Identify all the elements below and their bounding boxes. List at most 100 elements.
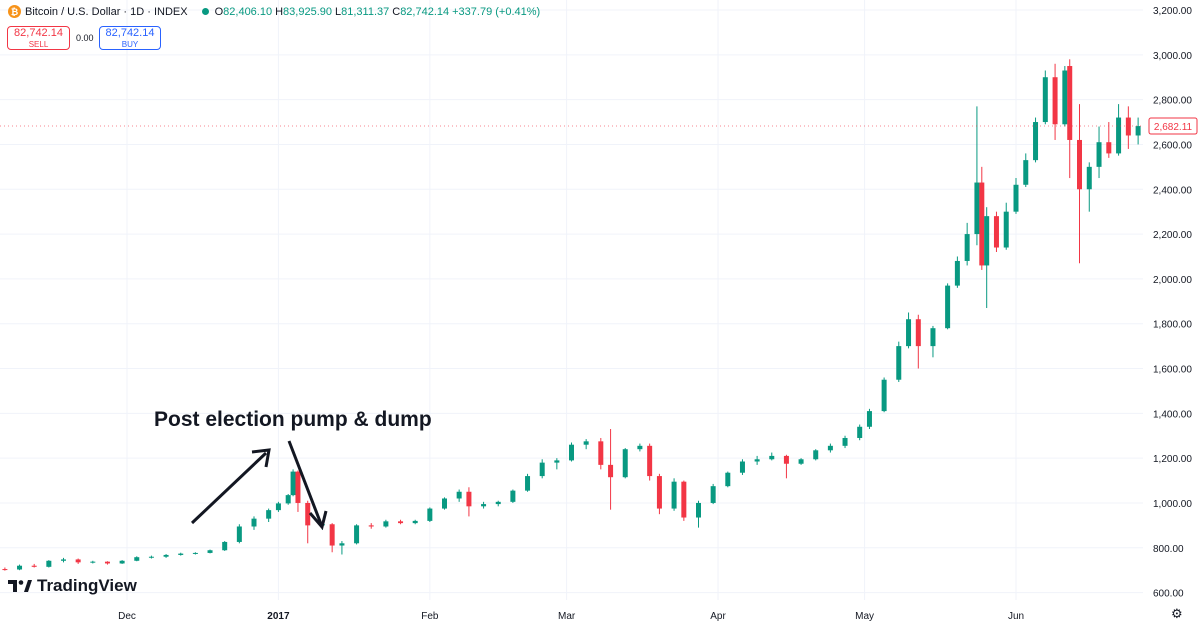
candle — [827, 443, 833, 453]
candle — [739, 459, 745, 475]
candle-body — [739, 461, 745, 473]
candle — [656, 473, 662, 515]
candle — [1106, 122, 1112, 158]
candle — [1062, 66, 1068, 127]
candle-body — [2, 569, 8, 571]
candle-body — [554, 460, 560, 463]
price-tick-label: 2,600.00 — [1153, 140, 1192, 151]
candle-body — [222, 541, 228, 551]
candle-body — [275, 503, 281, 511]
grid-lines — [0, 0, 1143, 600]
time-axis: Dec 2017 Feb Mar Apr May Jun — [118, 611, 1024, 622]
candle — [266, 508, 272, 523]
high-label: H — [275, 5, 284, 18]
change-value: +337.79 (+0.41%) — [452, 5, 541, 18]
candle-body — [442, 498, 447, 509]
candle — [930, 325, 936, 358]
time-tick-label: May — [855, 611, 874, 622]
candle-body — [305, 502, 311, 526]
candle-body — [383, 521, 389, 527]
price-tick-label: 3,200.00 — [1153, 6, 1192, 17]
candle-body — [671, 481, 677, 509]
candle-body — [539, 462, 545, 477]
candle — [583, 439, 589, 450]
candle-body — [1077, 139, 1082, 190]
sell-price: 82,742.14 — [14, 27, 63, 39]
candle — [647, 443, 653, 481]
candle-body — [827, 445, 833, 451]
candle-body — [930, 328, 936, 347]
time-tick-label: Jun — [1008, 611, 1024, 622]
candle-body — [1086, 166, 1092, 190]
last-price-marker: 2,682.11 — [0, 117, 1198, 135]
candle-body — [119, 560, 125, 564]
sell-button[interactable]: 82,742.14 SELL — [7, 26, 70, 50]
candle — [954, 256, 960, 288]
candle — [979, 166, 985, 270]
candle-body — [163, 554, 169, 557]
settings-gear-icon[interactable]: ⚙ — [1171, 606, 1183, 621]
candle — [1042, 70, 1048, 125]
candle-body — [710, 486, 716, 503]
candle — [681, 480, 687, 521]
candle — [608, 429, 614, 510]
candle-body — [866, 411, 872, 427]
price-tick-label: 600.00 — [1153, 589, 1184, 600]
candle — [163, 554, 169, 558]
candle-body — [412, 520, 418, 524]
symbol-title[interactable]: Bitcoin / U.S. Dollar · 1D · INDEX — [25, 5, 188, 18]
price-tick-label: 1,800.00 — [1153, 320, 1192, 331]
candle-body — [857, 426, 863, 438]
candle — [637, 443, 643, 452]
candle — [412, 519, 418, 525]
candle-body — [134, 557, 140, 561]
price-tick-label: 2,200.00 — [1153, 230, 1192, 241]
low-value: 81,311.37 — [341, 5, 390, 18]
candle-body — [783, 455, 789, 464]
time-tick-label: Feb — [421, 611, 439, 622]
tradingview-logo-icon — [8, 580, 32, 592]
candle — [207, 549, 213, 554]
candle — [554, 458, 560, 470]
candle-body — [1003, 211, 1009, 248]
buy-price: 82,742.14 — [105, 27, 155, 39]
candle-body — [696, 502, 701, 518]
candle-body — [915, 319, 921, 347]
candle — [984, 207, 990, 309]
candle — [964, 222, 970, 266]
candle — [569, 442, 574, 462]
candle-body — [622, 449, 628, 478]
candle — [896, 341, 902, 382]
candle — [622, 448, 628, 479]
candle — [754, 455, 760, 465]
candle-body — [583, 441, 589, 445]
candle-body — [725, 472, 731, 487]
sell-label: SELL — [28, 40, 49, 49]
buy-button[interactable]: 82,742.14 BUY — [99, 26, 161, 50]
candle-body — [984, 216, 990, 266]
candle — [1077, 104, 1082, 264]
candle — [178, 552, 184, 556]
candle — [236, 524, 242, 544]
candle — [456, 489, 462, 502]
bitcoin-icon: ₿ — [8, 5, 21, 18]
candle-body — [1062, 70, 1068, 125]
candle — [329, 523, 335, 553]
candle — [857, 424, 863, 441]
candle — [710, 483, 716, 505]
candle — [383, 519, 389, 528]
candle-body — [329, 524, 335, 546]
candle — [1067, 59, 1073, 179]
candlestick-series — [2, 59, 1141, 571]
candle — [1116, 104, 1122, 156]
candle — [398, 519, 404, 525]
candle-body — [954, 260, 960, 286]
candle-body — [481, 504, 487, 507]
candle-body — [339, 543, 345, 546]
tradingview-logo[interactable]: TradingView — [8, 576, 137, 596]
candle-body — [236, 526, 242, 542]
candle — [842, 435, 848, 449]
candle-body — [510, 490, 516, 502]
annotation-text: Post election pump & dump — [154, 408, 432, 431]
